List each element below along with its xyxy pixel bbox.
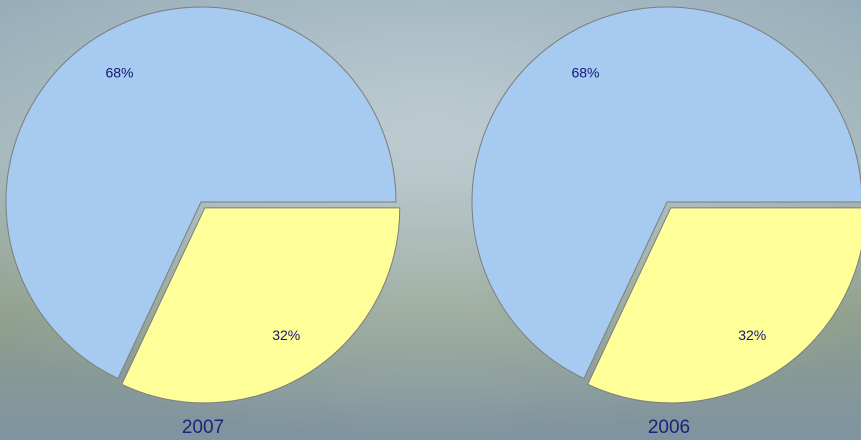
pie-title: 2006	[648, 417, 690, 438]
slice-label: 32%	[272, 327, 300, 343]
pie-slice	[121, 207, 401, 404]
slice-label: 68%	[571, 64, 599, 80]
pie-title: 2007	[182, 417, 224, 438]
pie-slice	[5, 6, 397, 380]
pie-slice	[471, 6, 861, 380]
slice-label: 68%	[105, 64, 133, 80]
pie-slice	[587, 207, 861, 404]
slice-label: 32%	[738, 327, 766, 343]
